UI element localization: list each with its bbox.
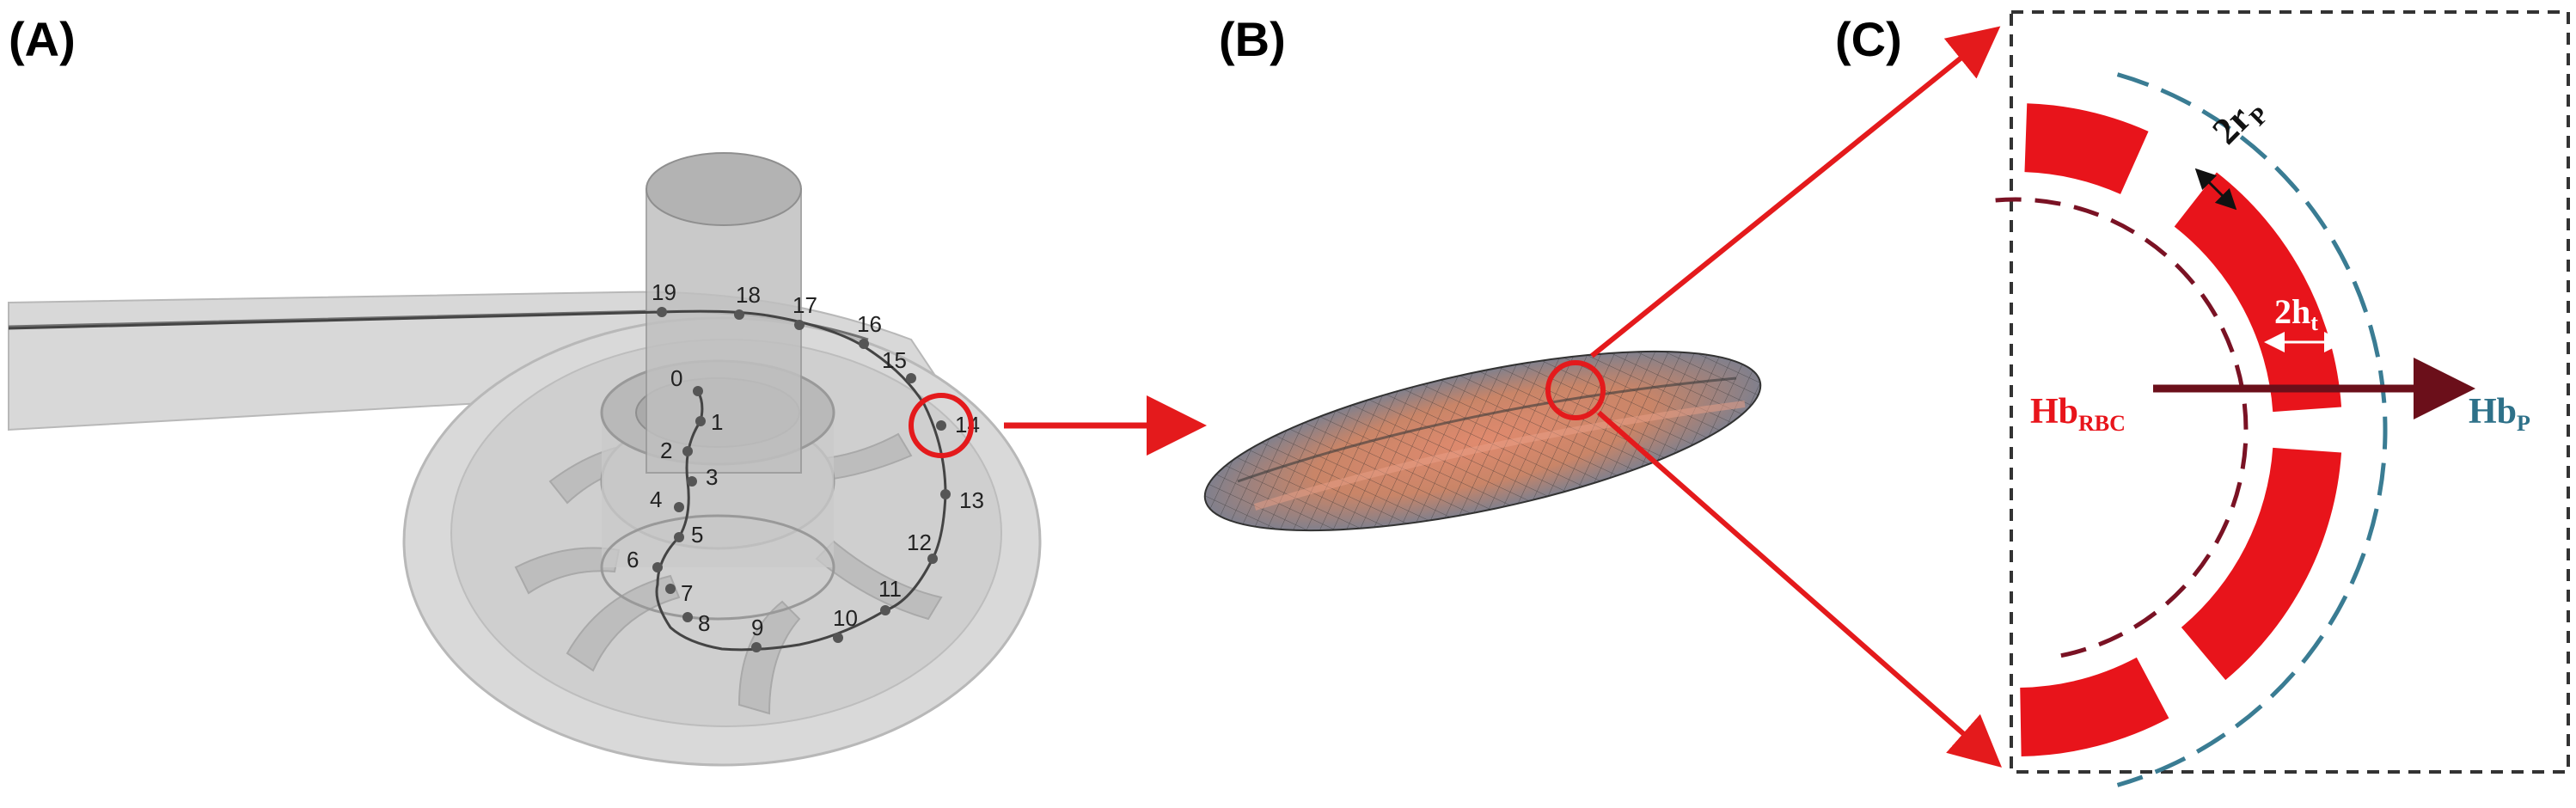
streamline-point-label: 18 [736,282,761,308]
streamline-point [682,612,693,622]
streamline-point-label: 19 [652,279,676,305]
streamline-point [652,562,663,572]
streamline-point [794,320,805,330]
hb-rbc-label: HbRBC [2030,392,2126,436]
streamline-point [936,420,946,431]
streamline-point-label: 15 [882,347,907,373]
streamline-point [674,502,684,512]
hb-p-label: HbP [2469,392,2530,436]
red-blood-cell [1190,327,1775,559]
inner-membrane-boundary [1995,197,2249,659]
streamline-point [682,446,693,456]
streamline-point-label: 17 [792,292,817,318]
streamline-point-label: 0 [670,365,682,391]
membrane-segment [2020,657,2169,756]
streamline-point [859,339,869,349]
panel-label-a: (A) [9,12,76,66]
streamline-point-label: 10 [833,605,858,631]
streamline-point-label: 13 [959,487,984,513]
streamline-point-label: 2 [660,438,672,463]
streamline-point-label: 6 [627,547,639,572]
streamline-point-label: 8 [698,610,710,636]
panel-label-b: (B) [1219,12,1286,66]
streamline-point-label: 1 [711,409,723,435]
streamline-point [751,642,762,652]
zoom-arrow-top [1590,26,2001,358]
outer-membrane-boundary [2116,72,2388,787]
streamline-point [665,584,676,594]
streamline-point [657,307,667,317]
panel-label-c: (C) [1835,12,1902,66]
streamline-point-label: 7 [681,580,693,606]
streamline-point [695,416,706,426]
streamline-point-label: 11 [878,576,902,602]
streamline-point-label: 12 [907,529,932,555]
streamline-point-label: 9 [751,615,763,640]
streamline-point [940,489,951,499]
streamline-point [927,554,938,564]
streamline-point [734,309,744,320]
streamline-point [693,386,703,396]
membrane-zoom: 2rP 2ht HbRBC HbP [1995,10,2570,787]
streamline-point [880,605,890,615]
streamline-point [687,476,697,487]
streamline-point-label: 16 [857,311,882,337]
zoom-arrow-bottom [1597,410,2003,768]
streamline-point [906,373,916,383]
streamline-point-label: 3 [706,464,718,490]
streamline-point-label: 5 [691,522,703,548]
highlight-circle [909,393,974,458]
thickness-label: 2ht [2274,292,2318,335]
cell-highlight-circle [1545,360,1606,420]
streamline-point [833,633,843,643]
inlet-pipe [646,188,802,474]
streamline-point-label: 4 [650,487,662,512]
streamline-point [674,532,684,542]
pore-width-arrow [2194,168,2237,211]
membrane-segment [2024,103,2149,194]
membrane-segment [2181,447,2342,681]
